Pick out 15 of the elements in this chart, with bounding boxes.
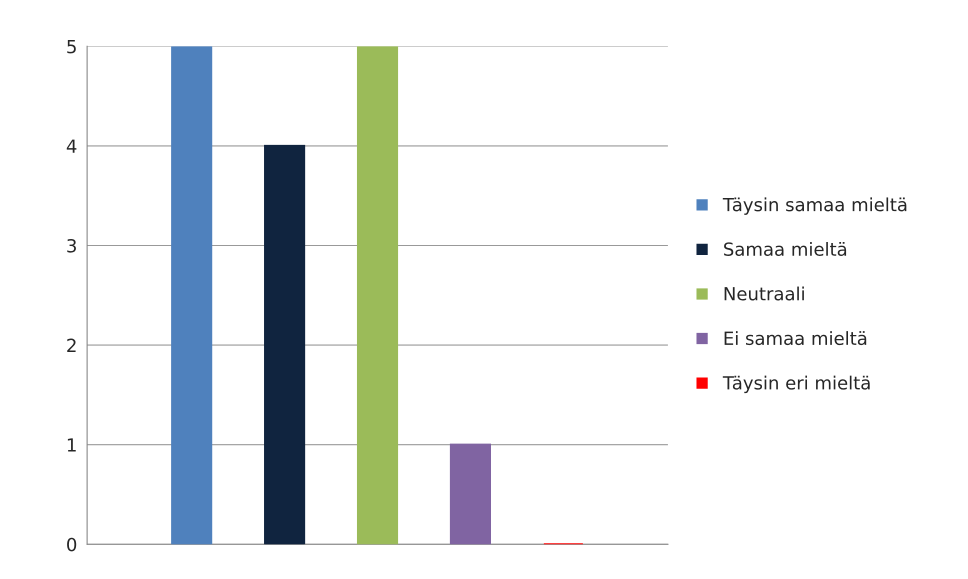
y-tick-label: 4 xyxy=(66,140,76,153)
y-tick-label: 2 xyxy=(67,338,76,352)
legend-label: Ei samaa mieltä xyxy=(724,331,866,346)
bar xyxy=(450,444,492,544)
y-tick-label: 5 xyxy=(67,40,76,54)
y-tick-label: 0 xyxy=(67,538,76,552)
legend-label: Samaa mieltä xyxy=(724,242,846,256)
legend-label: Täysin eri mieltä xyxy=(722,376,870,394)
bar xyxy=(264,144,306,544)
y-tick-label: 1 xyxy=(68,438,76,452)
y-tick-label: 3 xyxy=(67,238,76,253)
bar xyxy=(356,46,398,544)
bar xyxy=(171,46,212,544)
legend-label: Täysin samaa mieltä xyxy=(722,197,906,215)
legend-label: Neutraali xyxy=(724,286,804,301)
